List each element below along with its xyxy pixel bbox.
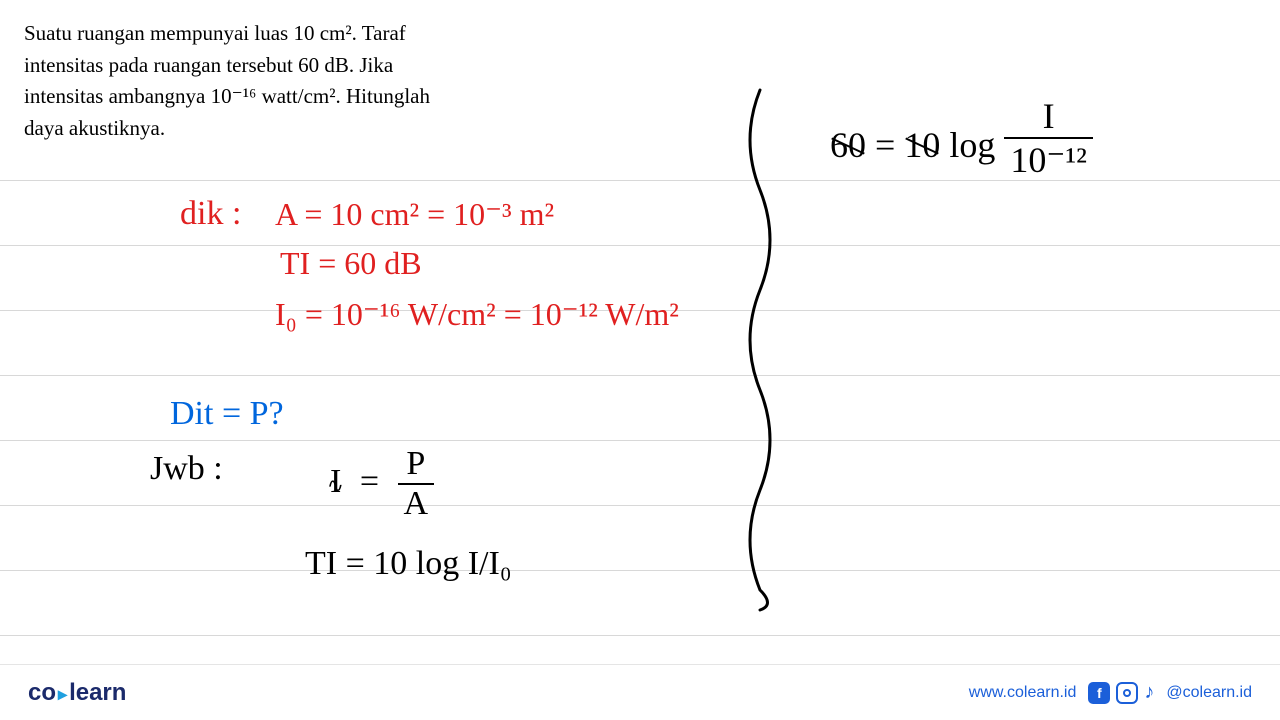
social-icons: f ♪ (1088, 681, 1154, 704)
equals-2: = (875, 125, 904, 165)
log-text: log (949, 125, 1004, 165)
brand-logo: co▸learn (28, 679, 126, 707)
problem-line-3: intensitas ambangnya 10⁻¹⁶ watt/cm². Hit… (24, 84, 430, 108)
given-A: A = 10 cm² = 10⁻³ m² (275, 195, 554, 233)
instagram-icon (1116, 682, 1138, 704)
dit-label: Dit = P? (170, 395, 284, 433)
dik-label: dik : (180, 195, 241, 233)
footer-right: www.colearn.id f ♪ @colearn.id (969, 681, 1252, 704)
problem-line-1: Suatu ruangan mempunyai luas 10 cm². Tar… (24, 21, 406, 45)
ten-struck: 10 (904, 124, 940, 166)
problem-line-2: intensitas pada ruangan tersebut 60 dB. … (24, 53, 393, 77)
given-TI: TI = 60 dB (280, 245, 422, 282)
numerator-P: P (398, 445, 435, 485)
right-eq: 60 = 10 log I 10⁻¹² (830, 95, 1093, 181)
footer-url: www.colearn.id (969, 684, 1077, 702)
denominator-A: A (398, 485, 435, 523)
problem-line-4: daya akustiknya. (24, 116, 165, 140)
ti-log-lhs: TI = 10 log (305, 545, 468, 582)
equals-1: = (360, 463, 379, 500)
i-over-i0: I/I₀ (468, 545, 512, 582)
denominator-10neg12: 10⁻¹² (1004, 139, 1093, 181)
intensity-eq: I ∿ = P A (330, 445, 434, 523)
given-I0: I₀ = 10⁻¹⁶ W/cm² = 10⁻¹² W/m² (275, 295, 679, 333)
footer-handle: @colearn.id (1166, 684, 1252, 702)
problem-statement: Suatu ruangan mempunyai luas 10 cm². Tar… (24, 18, 514, 144)
logo-learn: learn (69, 679, 126, 706)
tiktok-icon: ♪ (1144, 681, 1154, 704)
sixty-struck: 60 (830, 124, 866, 166)
footer: co▸learn www.colearn.id f ♪ @colearn.id (0, 664, 1280, 720)
fraction-p-over-a: P A (398, 445, 435, 523)
jwb-label: Jwb : (150, 450, 223, 488)
fraction-i-over-10neg12: I 10⁻¹² (1004, 95, 1093, 181)
numerator-I: I (1004, 95, 1093, 139)
ti-log-eq: TI = 10 log I/I₀ (305, 545, 512, 583)
logo-dot-icon: ▸ (58, 684, 67, 704)
logo-co: co (28, 679, 56, 706)
wavy-divider (730, 80, 790, 620)
facebook-icon: f (1088, 682, 1110, 704)
